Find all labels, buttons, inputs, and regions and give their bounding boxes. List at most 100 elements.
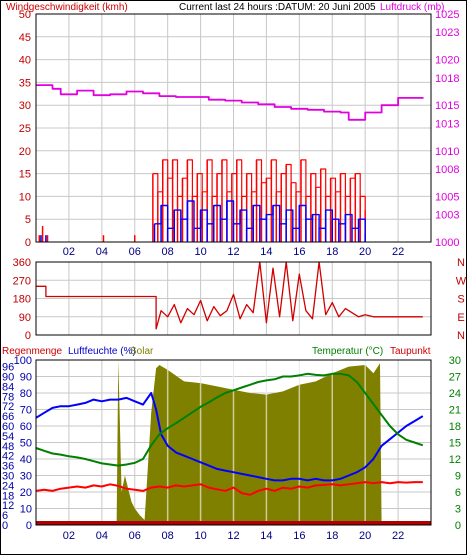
dir-frame [35,261,432,336]
rain-y-tick-label: 30 [2,471,14,483]
wind-direction-line [36,261,423,330]
wind-y-tick-label: 25 [19,123,31,135]
rain-y-tick-label: 12 [2,500,14,512]
pressure-y-tick-label: 1000 [435,237,459,249]
temperature-y-tick-label: 30 [449,355,461,367]
x-tick-label: 12 [227,246,239,258]
rain-y-tick-label: 18 [2,490,14,502]
humidity-y-tick-label: 0 [26,520,32,532]
rain-y-tick-label: 36 [2,461,14,473]
humidity-y-tick-label: 40 [20,454,32,466]
wind-axis-label: Windgeschwindigkeit (kmh) [6,2,128,13]
rain-y-tick-label: 66 [2,411,14,423]
rain-y-tick-label: 72 [2,401,14,413]
wind-y-tick-label: 50 [19,9,31,21]
pressure-y-tick-label: 1018 [435,73,459,85]
pressure-y-tick-label: 1003 [435,210,459,222]
pressure-y-tick-label: 1008 [435,164,459,176]
pressure-y-tick-label: 1020 [435,55,459,67]
hum-frame [35,359,432,526]
temperature-axis-label: Temperatur (°C) [312,346,383,357]
wind-y-tick-label: 15 [19,169,31,181]
rain-y-tick-label: 90 [2,372,14,384]
pressure-y-tick-label: 1015 [435,100,459,112]
rain-y-tick-label: 24 [2,480,14,492]
compass-label: E [457,312,464,324]
temperature-line [35,372,424,467]
wind-y-tick-label: 10 [19,191,31,203]
pressure-y-tick-label: 1025 [435,9,459,21]
temperature-y-tick-label: 0 [455,520,461,532]
x-tick-label: 14 [260,530,272,542]
humidity-y-tick-label: 80 [20,388,32,400]
wind-frame [35,13,432,243]
x-tick-label: 10 [194,530,206,542]
temperature-y-tick-label: 27 [449,372,461,384]
compass-label: N [457,257,465,269]
x-tick-label: 06 [129,530,141,542]
x-tick-label: 10 [194,246,206,258]
temperature-y-tick-label: 12 [449,454,461,466]
pressure-line [36,84,424,121]
humidity-y-tick-label: 90 [20,372,32,384]
humidity-y-tick-label: 10 [20,504,32,516]
pressure-y-tick-label: 1010 [435,146,459,158]
x-tick-label: 12 [227,530,239,542]
x-tick-label: 18 [326,530,338,542]
dir-y-tick-label: 90 [19,312,31,324]
humidity-y-tick-label: 50 [20,438,32,450]
dewpoint-axis-label: Taupunkt [390,346,431,357]
rain-y-tick-label: 48 [2,441,14,453]
humidity-y-tick-label: 100 [14,355,32,367]
dewpoint-line [35,481,423,496]
rain-y-tick-label: 84 [2,381,14,393]
humidity-y-tick-label: 20 [20,487,32,499]
rain-y-tick-label: 60 [2,421,14,433]
rain-y-tick-label: 42 [2,451,14,463]
x-tick-label: 14 [260,246,272,258]
pressure-y-tick-label: 1013 [435,118,459,130]
pressure-y-tick-label: 1005 [435,191,459,203]
x-tick-label: 22 [392,246,404,258]
x-tick-label: 02 [63,246,75,258]
wind-y-tick-label: 35 [19,77,31,89]
humidity-y-tick-label: 30 [20,471,32,483]
humidity-temperature-panel: 0102030405060708090100061218243036424854… [2,355,461,542]
rain-y-tick-label: 54 [2,431,14,443]
wind-y-tick-label: 0 [25,237,31,249]
wind-y-tick-label: 40 [19,55,31,67]
wind-y-tick-label: 20 [19,146,31,158]
compass-label: N [457,330,465,342]
wind-gust-line [152,159,366,211]
temperature-y-tick-label: 21 [449,405,461,417]
x-tick-label: 02 [63,530,75,542]
wind-avg-line [154,200,366,233]
wind-pressure-panel: 0510152025303540455010001003100510081010… [19,9,460,258]
rain-y-tick-label: 0 [2,520,8,532]
solar-label: Solar [130,346,154,357]
compass-label: S [457,294,464,306]
x-tick-label: 20 [359,530,371,542]
x-tick-label: 06 [129,246,141,258]
dir-y-tick-label: 360 [13,257,31,269]
humidity-y-tick-label: 60 [20,421,32,433]
pressure-axis-label: Luftdruck (mb) [380,2,444,13]
compass-label: W [456,275,467,287]
x-tick-label: 04 [96,246,108,258]
dir-y-tick-label: 270 [13,275,31,287]
solar-area [116,360,382,525]
temperature-y-tick-label: 3 [455,504,461,516]
rain-y-tick-label: 6 [2,510,8,522]
rain-baseline [36,521,431,525]
wind-y-tick-label: 45 [19,32,31,44]
humidity-line [35,392,424,482]
humidity-y-tick-label: 70 [20,405,32,417]
temperature-y-tick-label: 9 [455,471,461,483]
x-tick-label: 16 [293,246,305,258]
chart-title: Current last 24 hours :DATUM: 20 Juni 20… [179,2,376,13]
wind-y-tick-label: 5 [25,214,31,226]
dir-y-tick-label: 180 [13,294,31,306]
x-tick-label: 08 [162,530,174,542]
x-tick-label: 18 [326,246,338,258]
